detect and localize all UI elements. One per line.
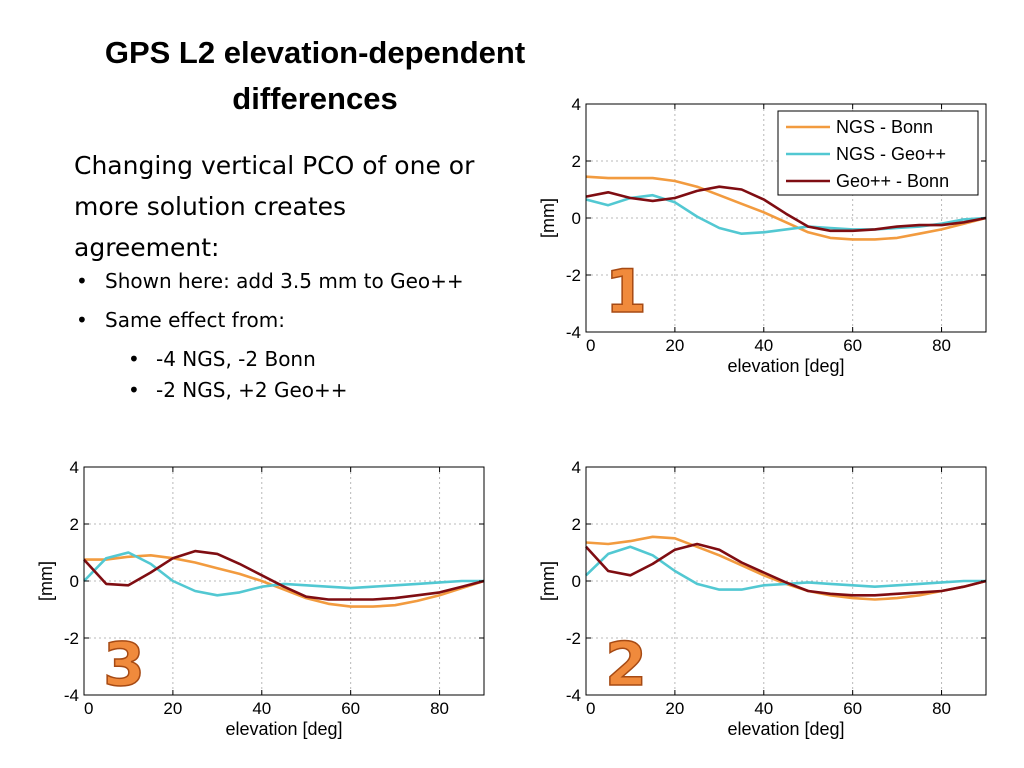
x-tick-label: 80 (932, 336, 951, 355)
series-line (83, 551, 484, 597)
y-tick-label: 2 (572, 152, 581, 171)
series-line (83, 549, 485, 601)
y-tick-label: -4 (64, 686, 79, 705)
x-tick-label: 20 (163, 699, 182, 718)
series-line (585, 185, 987, 233)
x-tick-label: 40 (252, 699, 271, 718)
bullet-item: • Same effect from: (74, 305, 494, 336)
x-axis-label: elevation [deg] (225, 719, 342, 739)
bullet-list: • Shown here: add 3.5 mm to Geo++ • Same… (74, 266, 494, 406)
bullet-dot-icon: • (128, 378, 140, 402)
series-line (585, 542, 987, 597)
sub-bullet-item: • -4 NGS, -2 Bonn (74, 344, 494, 375)
y-tick-label: -4 (566, 686, 581, 705)
legend-label: Geo++ - Bonn (836, 171, 949, 191)
y-tick-label: -2 (566, 629, 581, 648)
bullet-text: Shown here: add 3.5 mm to Geo++ (105, 269, 464, 293)
x-tick-label: 40 (754, 699, 773, 718)
x-tick-label: 20 (665, 336, 684, 355)
y-tick-label: 4 (70, 458, 79, 477)
x-tick-label: 0 (586, 336, 595, 355)
x-tick-label: 20 (665, 699, 684, 718)
intro-text: Changing vertical PCO of one or more sol… (74, 151, 475, 262)
y-tick-label: 2 (70, 515, 79, 534)
x-tick-label: 0 (84, 699, 93, 718)
slide-title: GPS L2 elevation-dependent differences (104, 35, 526, 116)
chart-3-bottom-left: 0 20 40 60 80 -4 -2 0 2 4 elevation [deg] [mm] 3 (36, 458, 485, 739)
sub-bullet-item: • -2 NGS, +2 Geo++ (74, 375, 494, 406)
y-tick-label: -2 (566, 266, 581, 285)
y-tick-label: -2 (64, 629, 79, 648)
x-tick-label: 60 (843, 336, 862, 355)
sub-bullet-text: -4 NGS, -2 Bonn (156, 347, 316, 371)
bullet-dot-icon: • (128, 347, 140, 371)
y-tick-label: 4 (572, 95, 581, 114)
chart-number-badge: 1 (605, 257, 647, 327)
chart-number-badge: 2 (605, 630, 647, 700)
y-tick-label: 0 (70, 572, 79, 591)
chart-1-top-right: 0 20 40 60 80 -4 -2 0 2 4 elevation [deg] [mm] 1 NGS … (538, 95, 987, 376)
y-axis-label: [mm] (538, 561, 558, 601)
y-tick-label: 0 (572, 572, 581, 591)
y-axis-label: [mm] (538, 198, 558, 238)
bullet-dot-icon: • (76, 308, 88, 332)
y-tick-label: 4 (572, 458, 581, 477)
series-line (585, 175, 987, 241)
x-tick-label: 80 (932, 699, 951, 718)
y-tick-label: 2 (572, 515, 581, 534)
x-tick-label: 40 (754, 336, 773, 355)
y-tick-label: 0 (572, 209, 581, 228)
bullet-text: Same effect from: (105, 308, 285, 332)
chart-number-badge: 3 (103, 630, 145, 700)
y-tick-label: -4 (566, 323, 581, 342)
series-line (585, 193, 987, 235)
x-tick-label: 0 (586, 699, 595, 718)
legend-label: NGS - Bonn (836, 117, 933, 137)
x-tick-label: 80 (430, 699, 449, 718)
series-line (84, 554, 485, 608)
x-axis-label: elevation [deg] (727, 719, 844, 739)
legend-label: NGS - Geo++ (836, 144, 946, 164)
bullet-item: • Shown here: add 3.5 mm to Geo++ (74, 266, 494, 297)
series-line (585, 545, 986, 591)
sub-bullet-text: -2 NGS, +2 Geo++ (156, 378, 348, 402)
x-axis-label: elevation [deg] (727, 356, 844, 376)
y-axis-label: [mm] (36, 561, 56, 601)
x-tick-label: 60 (341, 699, 360, 718)
x-tick-label: 60 (843, 699, 862, 718)
bullet-dot-icon: • (76, 269, 88, 293)
